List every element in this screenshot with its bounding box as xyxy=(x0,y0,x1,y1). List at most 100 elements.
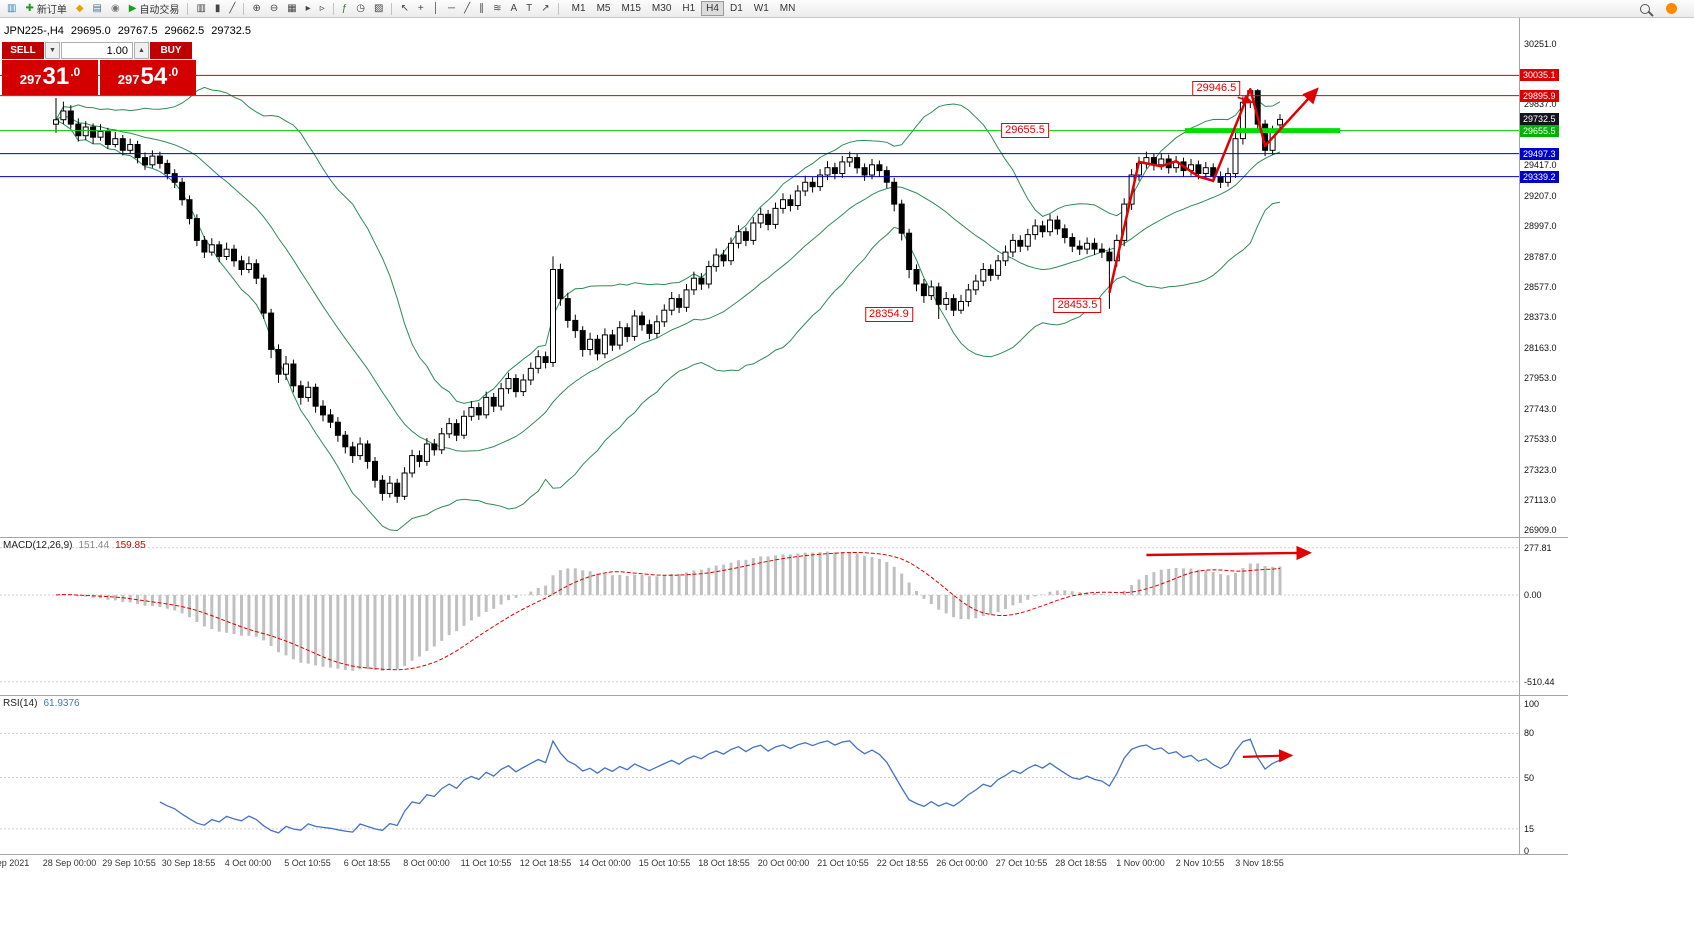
sell-price-prefix: 297 xyxy=(19,72,42,87)
timeframe-m5-button[interactable]: M5 xyxy=(592,1,616,16)
price-axis-label: 26909.0 xyxy=(1524,524,1557,535)
line-chart-mode-button[interactable]: ╱ xyxy=(225,1,239,16)
time-axis-label: 28 Oct 18:55 xyxy=(1055,858,1107,868)
timeframe-mn-button[interactable]: MN xyxy=(775,1,801,16)
crosshair-button[interactable]: + xyxy=(414,1,428,16)
rsi-axis-label: 50 xyxy=(1524,772,1535,783)
bar-chart-mode-icon: ▥ xyxy=(196,2,206,14)
timeframe-w1-button[interactable]: W1 xyxy=(749,1,774,16)
auto-trading-label: 自动交易 xyxy=(139,5,180,16)
candlestick-mode-button[interactable]: ▮ xyxy=(211,1,225,16)
data-window-button[interactable]: ◉ xyxy=(107,1,124,16)
text-label-button[interactable]: T xyxy=(522,1,536,16)
chart-low-value: 29662.5 xyxy=(164,25,205,37)
macd-trend-arrow[interactable] xyxy=(1146,545,1312,561)
time-axis-label: 28 Sep 00:00 xyxy=(42,858,97,868)
price-callout[interactable]: 29655.5 xyxy=(1001,123,1049,139)
tile-windows-button[interactable]: ▦ xyxy=(283,1,300,16)
templates-button[interactable]: ▨ xyxy=(370,1,387,16)
rsi-axis-label: 0 xyxy=(1524,846,1530,854)
data-window-icon: ◉ xyxy=(111,2,120,14)
price-callout[interactable]: 28453.5 xyxy=(1053,297,1102,313)
trendline-icon: ╱ xyxy=(464,2,471,14)
vertical-line-button[interactable]: │ xyxy=(429,1,443,16)
macd-panel[interactable]: MACD(12,26,9) 151.44 159.85 xyxy=(0,538,1519,695)
toolbar-separator xyxy=(243,2,245,15)
macd-axis-label: 0.00 xyxy=(1524,590,1542,600)
price-callout[interactable]: 28354.9 xyxy=(864,307,913,323)
macd-main-value: 151.44 xyxy=(78,540,110,551)
timeframe-group: M1 M5 M15 M30 H1 H4 D1 W1 MN xyxy=(567,1,801,16)
volume-down-button[interactable]: ▼ xyxy=(45,42,60,59)
chart-high-value: 29767.5 xyxy=(117,25,158,37)
rsi-trend-arrow[interactable] xyxy=(1242,749,1294,763)
macd-svg xyxy=(0,545,1519,683)
timeframe-h4-button[interactable]: H4 xyxy=(701,1,724,16)
vertical-line-icon: │ xyxy=(432,2,439,14)
notification-button[interactable] xyxy=(1662,1,1681,16)
price-callout[interactable]: 29946.5 xyxy=(1192,80,1241,96)
macd-axis-label: -510.44 xyxy=(1524,676,1555,687)
rsi-axis-label: 15 xyxy=(1524,823,1535,834)
timeframe-d1-button[interactable]: D1 xyxy=(725,1,748,16)
chart-shift-button[interactable]: ▹ xyxy=(316,1,329,16)
label-pointer-arrow[interactable] xyxy=(1237,94,1254,104)
time-axis-label: 6 Oct 18:55 xyxy=(343,858,391,868)
main-chart-svg xyxy=(0,74,1519,532)
trendline-button[interactable]: ╱ xyxy=(460,1,474,16)
new-order-button[interactable]: ✚ 新订单 xyxy=(21,1,70,16)
price-axis-label: 28997.0 xyxy=(1524,221,1557,232)
auto-scroll-icon: ▸ xyxy=(305,2,311,14)
buy-button[interactable]: BUY xyxy=(150,42,192,59)
timeframe-h1-button[interactable]: H1 xyxy=(677,1,700,16)
horizontal-level-lines[interactable] xyxy=(0,74,1519,178)
zoom-out-button[interactable]: ⊖ xyxy=(266,1,282,16)
auto-trading-button[interactable]: ▶ 自动交易 xyxy=(125,1,184,16)
cursor-button[interactable]: ↖ xyxy=(396,1,412,16)
indicators-button[interactable]: ƒ xyxy=(338,1,352,16)
rsi-axis-label: 100 xyxy=(1524,699,1540,709)
new-chart-button[interactable]: ▥ xyxy=(3,1,20,16)
time-axis-label: 8 Oct 00:00 xyxy=(403,858,450,868)
sell-price-display[interactable]: 297 31.0 xyxy=(2,60,98,95)
trend-arrow[interactable] xyxy=(1108,87,1319,294)
search-button[interactable] xyxy=(1636,1,1654,16)
zoom-in-icon: ⊕ xyxy=(252,2,261,14)
line-chart-mode-icon: ╱ xyxy=(229,2,236,14)
buy-price-suffix: .0 xyxy=(168,65,179,79)
periods-button[interactable]: ◷ xyxy=(352,1,369,16)
chart-ohlc-header: JPN225-,H4 29695.0 29767.5 29662.5 29732… xyxy=(4,25,251,37)
fibonacci-button[interactable]: ≋ xyxy=(489,1,505,16)
auto-scroll-button[interactable]: ▸ xyxy=(302,1,315,16)
time-axis-label: 5 Oct 10:55 xyxy=(284,858,331,868)
price-axis-label: 27113.0 xyxy=(1524,495,1556,506)
chart-plot-area[interactable]: JPN225-,H4 29695.0 29767.5 29662.5 29732… xyxy=(0,18,1519,537)
panel-separator[interactable] xyxy=(0,537,1568,538)
sell-button[interactable]: SELL xyxy=(2,42,44,59)
market-watch-button[interactable]: ▤ xyxy=(89,1,106,16)
equidistant-channel-button[interactable]: ∥ xyxy=(475,1,488,16)
rsi-panel[interactable]: RSI(14) 61.9376 xyxy=(0,696,1519,854)
timeframe-m30-button[interactable]: M30 xyxy=(647,1,676,16)
zoom-in-button[interactable]: ⊕ xyxy=(248,1,264,16)
mql5-community-button[interactable]: ◆ xyxy=(72,1,88,16)
bar-chart-mode-button[interactable]: ▥ xyxy=(192,1,209,16)
macd-label: MACD(12,26,9) 151.44 159.85 xyxy=(3,540,146,551)
horizontal-line-button[interactable]: ─ xyxy=(444,1,459,16)
arrows-tool-button[interactable]: ↗ xyxy=(537,1,553,16)
text-button[interactable]: A xyxy=(506,1,521,16)
toolbar-separator xyxy=(332,2,334,15)
chart-symbol-period: JPN225-,H4 xyxy=(4,25,64,37)
volume-up-button[interactable]: ▲ xyxy=(134,42,149,59)
buy-price-display[interactable]: 297 54.0 xyxy=(100,60,196,95)
toolbar-separator xyxy=(557,2,559,15)
panel-separator[interactable] xyxy=(0,695,1568,696)
timeframe-m15-button[interactable]: M15 xyxy=(616,1,645,16)
timeframe-m1-button[interactable]: M1 xyxy=(567,1,591,16)
time-axis-label: 15 Oct 10:55 xyxy=(638,858,691,868)
volume-input[interactable] xyxy=(61,42,133,59)
time-axis-label: 30 Sep 18:55 xyxy=(161,858,216,868)
market-watch-icon: ▤ xyxy=(92,2,102,14)
price-axis-label: 27323.0 xyxy=(1524,464,1557,475)
price-axis-badge: 30035.1 xyxy=(1520,69,1559,82)
